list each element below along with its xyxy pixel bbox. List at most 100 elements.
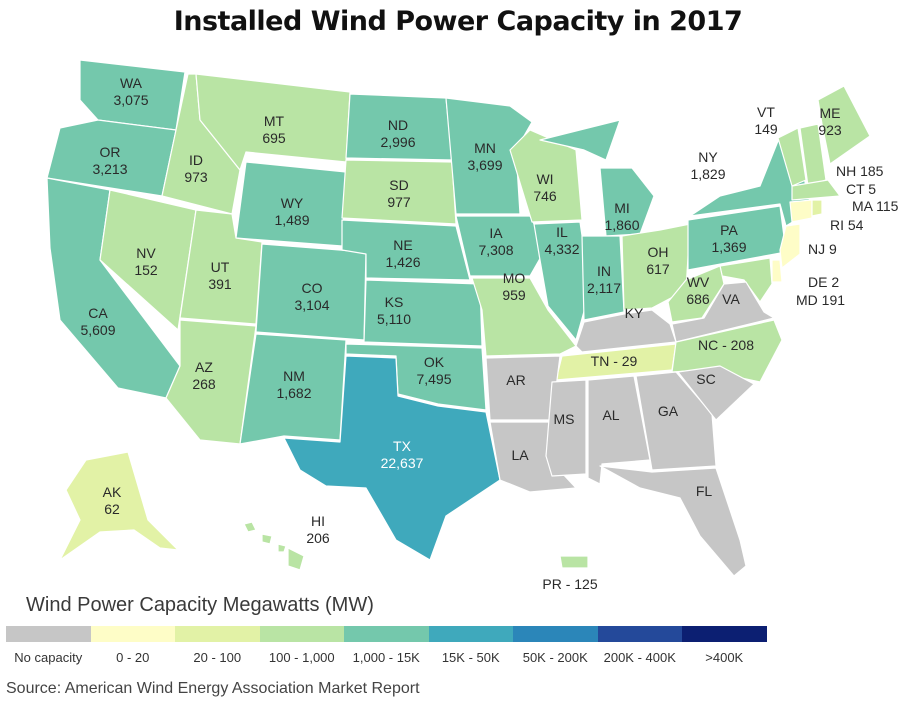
- legend-swatch: [513, 626, 598, 642]
- state-label-AZ: AZ 268: [192, 359, 216, 392]
- state-label-WV: WV 686: [686, 274, 710, 307]
- state-NE: [341, 219, 471, 281]
- state-TX: [283, 355, 501, 561]
- state-label-ID: ID 973: [184, 152, 208, 185]
- state-abbr-MI: MI: [614, 200, 630, 216]
- state-MO: [471, 277, 577, 357]
- state-value-MO: 959: [502, 287, 526, 303]
- legend-label: 100 - 1,000: [268, 650, 335, 665]
- state-value-NE: 1,426: [385, 254, 420, 270]
- state-label-HI: HI 206: [306, 513, 330, 546]
- state-abbr-PA: PA: [720, 222, 738, 238]
- state-value-CA: 5,609: [80, 322, 115, 338]
- state-abbr-NM: NM: [283, 368, 305, 384]
- state-NM: [239, 333, 347, 445]
- state-abbr-IA: IA: [489, 225, 503, 241]
- state-value-PA: 1,369: [711, 239, 746, 255]
- state-value-WI: 746: [533, 188, 557, 204]
- state-label-VT: VT 149: [754, 104, 778, 137]
- state-value-AZ: 268: [192, 376, 216, 392]
- state-abbr-WV: WV: [687, 274, 710, 290]
- state-RI: [811, 199, 823, 217]
- legend-swatch: [259, 626, 344, 642]
- legend-bar: [6, 626, 767, 642]
- state-abbr-NE: NE: [393, 237, 412, 253]
- state-abbr-AZ: AZ: [195, 359, 213, 375]
- state-abbr-NY: NY: [698, 149, 718, 165]
- callout-NJ: NJ 9: [808, 241, 837, 257]
- state-value-HI: 206: [306, 530, 330, 546]
- state-label-IN: IN 2,117: [587, 263, 621, 296]
- state-value-ND: 2,996: [380, 134, 415, 150]
- state-label-NE: NE 1,426: [385, 237, 420, 270]
- label-SC: SC: [696, 371, 715, 387]
- state-SC: [677, 365, 755, 421]
- state-label-CA: CA 5,609: [80, 305, 115, 338]
- callout-MD: MD 191: [796, 292, 845, 308]
- label-FL: FL: [696, 483, 713, 499]
- state-label-PA: PA 1,369: [711, 222, 746, 255]
- legend-swatch: [428, 626, 513, 642]
- state-value-MT: 695: [262, 130, 286, 146]
- state-KY: [575, 309, 677, 353]
- label-PR: PR - 125: [542, 576, 597, 592]
- state-label-ME: ME 923: [818, 105, 842, 138]
- state-label-TX: TX 22,637: [381, 438, 424, 471]
- state-abbr-CO: CO: [302, 280, 323, 296]
- callout-RI: RI 54: [830, 217, 864, 233]
- legend-label: 15K - 50K: [441, 650, 500, 665]
- state-abbr-AK: AK: [103, 484, 122, 500]
- state-abbr-WY: WY: [281, 195, 304, 211]
- state-abbr-WA: WA: [120, 75, 143, 91]
- state-GA: [635, 371, 717, 471]
- legend-swatch: [6, 626, 91, 642]
- state-value-NY: 1,829: [690, 166, 725, 182]
- state-OK: [345, 343, 487, 411]
- state-abbr-CA: CA: [88, 305, 108, 321]
- state-abbr-MN: MN: [474, 140, 496, 156]
- state-value-MN: 3,699: [467, 157, 502, 173]
- state-VT: [777, 127, 807, 187]
- state-label-OH: OH 617: [646, 244, 670, 277]
- state-label-AK: AK 62: [103, 484, 122, 517]
- state-AK: [59, 451, 179, 561]
- state-value-TX: 22,637: [381, 455, 424, 471]
- state-label-SD: SD 977: [387, 177, 411, 210]
- state-value-WA: 3,075: [113, 92, 148, 108]
- source-note: Source: American Wind Energy Association…: [6, 680, 420, 697]
- state-value-WY: 1,489: [274, 212, 309, 228]
- legend-label: 20 - 100: [193, 650, 242, 665]
- state-abbr-MT: MT: [264, 113, 285, 129]
- state-WI: [509, 129, 583, 223]
- state-MA: [791, 179, 841, 201]
- state-label-KS: KS 5,110: [377, 294, 411, 327]
- state-abbr-VT: VT: [757, 104, 775, 120]
- state-label-NV: NV 152: [134, 245, 158, 278]
- state-label-OK: OK 7,495: [416, 354, 451, 387]
- state-MI: [539, 119, 655, 237]
- state-abbr-KS: KS: [385, 294, 404, 310]
- state-value-SD: 977: [387, 194, 411, 210]
- state-value-OK: 7,495: [416, 371, 451, 387]
- state-abbr-UT: UT: [211, 259, 230, 275]
- state-label-MN: MN 3,699: [467, 140, 502, 173]
- state-label-NM: NM 1,682: [276, 368, 311, 401]
- state-KS: [363, 279, 483, 347]
- state-label-UT: UT 391: [208, 259, 232, 292]
- state-abbr-MO: MO: [503, 270, 526, 286]
- state-label-IL: IL 4,332: [544, 224, 579, 257]
- legend-swatch: [597, 626, 682, 642]
- state-value-CO: 3,104: [294, 297, 329, 313]
- state-CT: [789, 199, 813, 223]
- state-UT: [179, 209, 263, 325]
- label-LA: LA: [511, 447, 529, 463]
- state-OR: [46, 119, 177, 197]
- state-value-ME: 923: [818, 122, 842, 138]
- state-value-IA: 7,308: [478, 242, 513, 258]
- label-KY: KY: [625, 305, 644, 321]
- state-label-MI: MI 1,860: [604, 200, 639, 233]
- state-label-MO: MO 959: [502, 270, 526, 303]
- state-DE: [771, 259, 783, 283]
- state-value-OR: 3,213: [92, 161, 127, 177]
